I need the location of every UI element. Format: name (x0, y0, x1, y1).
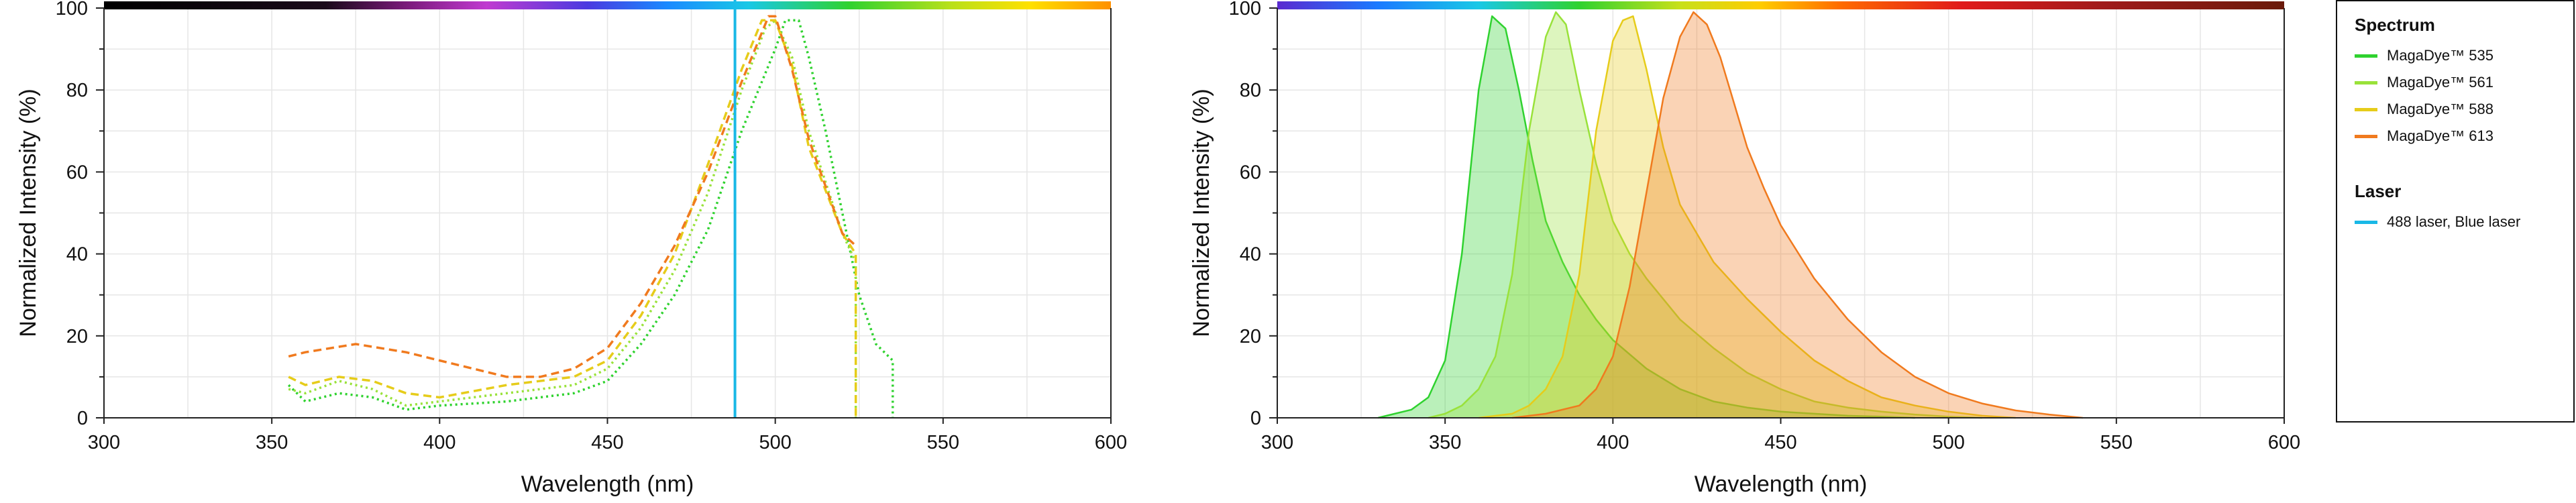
series-line-magadye-588 (288, 19, 857, 418)
x-tick-label: 600 (2268, 432, 2300, 453)
series-line-magadye-588 (1479, 15, 2016, 419)
legend-swatch (2355, 220, 2377, 224)
emission-chart: 300 350 400 450 500 550 600 0 20 40 60 80 100 Wavelen… (1189, 0, 2300, 497)
series-area-magadye-535 (1378, 16, 1915, 418)
y-tick-label: 80 (66, 80, 88, 101)
y-tick-label: 40 (1240, 244, 1261, 266)
legend-swatch (2355, 80, 2377, 85)
x-tick-label: 300 (1261, 432, 1293, 453)
series-line-magadye-535 (287, 19, 894, 418)
series-area-magadye-561 (1428, 12, 1982, 418)
x-tick-label: 400 (423, 432, 455, 453)
legend-item-label: 488 laser, Blue laser (2387, 213, 2521, 230)
absorption-chart: 300 350 400 450 500 550 600 0 20 40 60 80 100 Wavelen… (15, 0, 1127, 497)
legend-item-label: MagaDye™ 535 (2387, 47, 2493, 64)
y-tick-label: 100 (1229, 0, 1261, 19)
legend-item-488-laser[interactable]: 488 laser, Blue laser (2355, 212, 2520, 232)
x-tick-label: 500 (759, 432, 791, 453)
legend-item-label: MagaDye™ 588 (2387, 101, 2493, 117)
y-tick-label: 20 (1240, 326, 1261, 347)
series-line-magadye-613 (1512, 11, 2083, 419)
y-axis-title: Normalized Intensity (%) (15, 89, 41, 337)
wavelength-color-bar (104, 1, 1111, 9)
legend-item-magadye-588[interactable]: MagaDye™ 588 (2355, 99, 2493, 119)
y-tick-label: 40 (66, 244, 88, 266)
legend-item-magadye-535[interactable]: MagaDye™ 535 (2355, 46, 2493, 66)
legend-item-label: MagaDye™ 613 (2387, 127, 2493, 144)
x-axis-title: Wavelength (nm) (1695, 471, 1868, 497)
x-tick-label: 500 (1932, 432, 1964, 453)
x-tick-label: 350 (1429, 432, 1461, 453)
series-line-magadye-613 (288, 15, 857, 378)
legend-item-magadye-613[interactable]: MagaDye™ 613 (2355, 126, 2493, 146)
series-line-magadye-561 (288, 19, 857, 418)
series-area-magadye-613 (1512, 12, 2083, 418)
x-tick-label: 600 (1095, 432, 1127, 453)
legend-swatch (2355, 107, 2377, 111)
legend-laser-heading: Laser (2355, 181, 2402, 201)
legend-spectrum-heading: Spectrum (2355, 15, 2435, 35)
legend-item-label: MagaDye™ 561 (2387, 74, 2493, 91)
y-tick-label: 60 (66, 162, 88, 183)
y-tick-label: 60 (1240, 162, 1261, 183)
legend-swatch (2355, 54, 2377, 58)
x-tick-label: 400 (1597, 432, 1629, 453)
y-tick-label: 80 (1240, 80, 1261, 101)
legend-swatch (2355, 134, 2377, 138)
legend-panel: Spectrum MagaDye™ 535 MagaDye™ 561 MagaD… (2336, 0, 2575, 423)
x-tick-label: 450 (591, 432, 623, 453)
series-area-magadye-588 (1479, 16, 2016, 418)
y-tick-label: 20 (66, 326, 88, 347)
y-axis-title: Normalized Intensity (%) (1189, 89, 1214, 337)
series-line-magadye-561 (1428, 11, 1982, 419)
y-tick-label: 100 (56, 0, 88, 19)
y-tick-label: 0 (77, 408, 88, 429)
x-tick-label: 350 (256, 432, 288, 453)
x-tick-label: 550 (2100, 432, 2133, 453)
series-line-magadye-535 (1377, 15, 1915, 419)
y-tick-label: 0 (1250, 408, 1261, 429)
x-tick-label: 450 (1764, 432, 1796, 453)
x-axis-title: Wavelength (nm) (521, 471, 694, 497)
legend-item-magadye-561[interactable]: MagaDye™ 561 (2355, 72, 2493, 93)
wavelength-color-bar (1277, 1, 2284, 9)
x-tick-label: 300 (88, 432, 120, 453)
x-tick-label: 550 (927, 432, 959, 453)
